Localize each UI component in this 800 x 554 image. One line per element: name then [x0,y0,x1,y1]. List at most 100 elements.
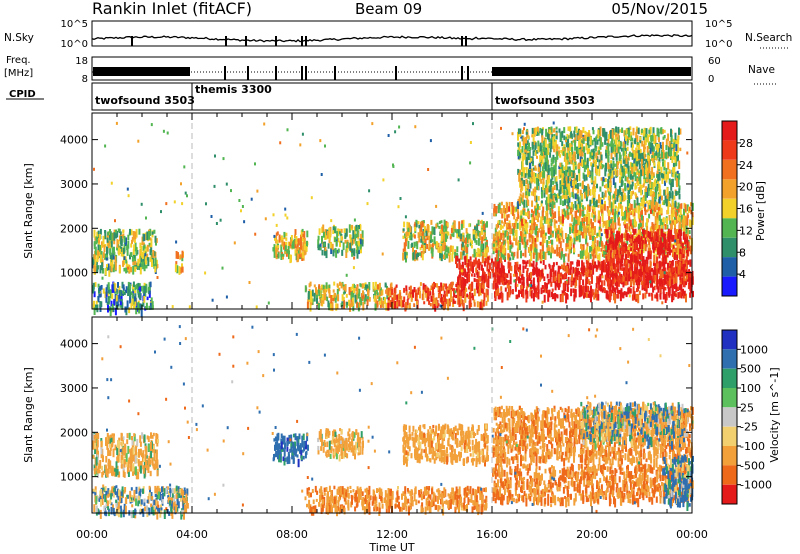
echo-cell [656,256,659,266]
echo-cell [457,276,460,286]
echo-cell [606,239,609,244]
echo-cell [399,292,402,299]
echo-cell [481,255,484,264]
echo-cell [671,212,674,222]
echo-cell [521,273,524,280]
echo-cell [499,242,502,248]
echo-cell [576,229,579,234]
echo-cell [467,294,470,300]
echo-cell [518,269,520,273]
echo-cell [407,240,410,249]
echo-cell [553,273,556,277]
echo-cell [117,282,119,288]
echo-cell [532,217,535,226]
echo-cell [561,290,564,296]
echo-cell [154,263,157,268]
echo-cell [607,266,610,276]
echo-cell [479,288,482,296]
echo-cell [109,240,112,249]
echo-cell [673,291,676,297]
echo-cell [670,182,673,191]
echo-cell [686,272,688,280]
echo-cell [573,130,576,138]
echo-cell [530,279,533,285]
echo-cell [625,209,628,218]
echo-cell [406,221,409,230]
echo-cell [509,262,512,271]
echo-cell [589,235,592,240]
echo-cell [309,303,312,312]
echo-cell [637,156,640,164]
echo-cell [122,251,125,258]
echo-cell [452,288,454,292]
echo-cell [420,223,423,232]
echo-cell [100,285,103,290]
echo-cell [546,179,549,189]
echo-cell [303,237,306,244]
echo-cell [597,282,600,290]
echo-cell [595,283,598,289]
echo-cell [686,217,689,226]
echo-cell [585,248,588,257]
echo-cell [460,223,463,230]
echo-cell [678,261,681,270]
echo-cell [464,243,467,253]
echo-cell [104,230,107,240]
noise-left-label: N.Sky [4,32,34,44]
echo-cell [134,293,137,298]
echo-cell [549,194,552,201]
echo-cell [582,159,585,168]
echo-cell [631,267,634,274]
echo-cell [525,261,528,267]
echo-cell [328,288,331,294]
echo-cell [425,230,428,236]
echo-cell [334,247,337,253]
echo-cell [558,150,560,156]
echo-cell [571,209,574,213]
echo-cell [507,214,510,218]
echo-cell [575,212,577,219]
echo-cell [612,242,615,249]
echo-cell [606,271,609,277]
echo-cell [366,284,369,292]
echo-cell [601,142,604,147]
echo-cell [340,228,343,233]
echo-cell [680,241,683,247]
echo-cell [656,247,659,254]
echo-cell [283,244,286,249]
echo-cell [675,211,678,218]
echo-cell [494,237,497,242]
echo-cell [567,168,570,175]
echo-cell [547,227,550,235]
echo-cell [533,222,536,231]
echo-cell [635,131,638,138]
echo-cell [452,296,455,301]
echo-cell [549,184,552,192]
echo-cell [600,154,603,161]
echo-cell [178,266,181,275]
echo-cell [656,127,659,137]
echo-cell [519,141,521,148]
echo-cell [522,224,524,228]
echo-cell [141,253,144,259]
echo-cell [137,302,140,309]
echo-cell [123,256,126,260]
echo-cell [128,284,131,293]
echo-cell [665,167,668,175]
echo-cell [502,266,505,275]
echo-cell [660,207,663,214]
echo-cell [563,176,566,183]
echo-cell [105,287,108,295]
echo-cell [532,167,535,171]
echo-cell [556,283,559,288]
echo-cell [297,238,300,246]
echo-cell [106,264,108,268]
echo-cell [595,264,598,270]
echo-cell [519,278,522,284]
echo-cell [472,254,475,258]
echo-cell [104,230,107,234]
echo-cell [636,270,639,279]
echo-cell [569,267,572,276]
echo-cell [123,267,126,272]
echo-cell [624,175,627,182]
